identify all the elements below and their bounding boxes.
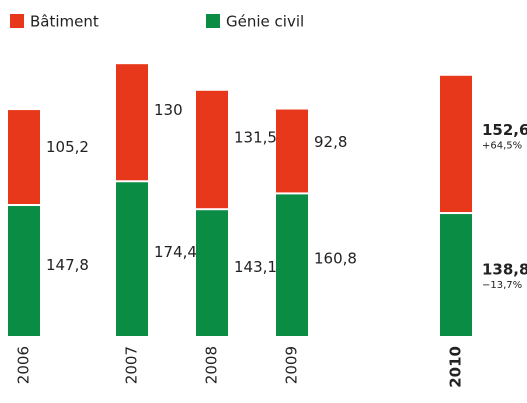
bar-segment	[196, 210, 228, 336]
x-tick-label: 2008	[203, 346, 221, 384]
bar-segment	[116, 64, 148, 181]
change-label: −13,7%	[482, 280, 522, 291]
bar-segment	[440, 75, 472, 213]
value-label: 138,8	[482, 260, 527, 278]
legend-swatch	[10, 14, 24, 28]
value-label: 152,6	[482, 121, 527, 139]
value-label: 160,8	[314, 250, 357, 268]
x-tick-label: 2009	[283, 346, 301, 384]
change-label: +64,5%	[482, 140, 522, 151]
value-label: 174,4	[154, 243, 197, 261]
bar-segment	[8, 206, 40, 336]
bar-segment	[276, 109, 308, 193]
value-label: 105,2	[46, 138, 89, 156]
value-label: 131,5	[234, 128, 277, 146]
value-label: 130	[154, 101, 183, 119]
bar-segment	[440, 214, 472, 336]
legend-label: Bâtiment	[30, 13, 99, 31]
value-label: 147,8	[46, 256, 89, 274]
bar-segment	[116, 182, 148, 336]
legend-swatch	[206, 14, 220, 28]
value-label: 143,1	[234, 258, 277, 276]
x-tick-label: 2007	[123, 346, 141, 384]
x-tick-label: 2010	[447, 346, 465, 388]
bar-segment	[8, 110, 40, 205]
bar-segment	[196, 90, 228, 209]
value-label: 92,8	[314, 133, 347, 151]
legend-label: Génie civil	[226, 13, 304, 31]
bar-segment	[276, 194, 308, 336]
x-tick-label: 2006	[15, 346, 33, 384]
